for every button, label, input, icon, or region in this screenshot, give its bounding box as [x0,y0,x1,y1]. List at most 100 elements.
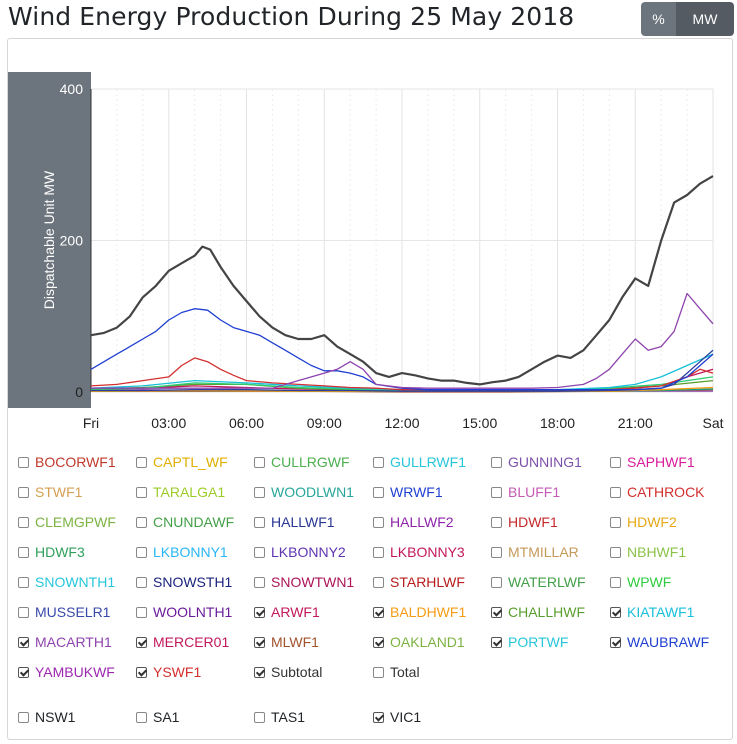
legend-item-saphwf1[interactable]: SAPHWF1 [610,454,695,470]
legend-item-waterlwf[interactable]: WATERLWF [491,574,586,590]
region-sa1[interactable]: SA1 [136,709,179,725]
legend-item-starhlwf[interactable]: STARHLWF [373,574,465,590]
checkbox[interactable] [373,546,384,558]
checkbox[interactable] [491,456,502,468]
legend-item-gunning1[interactable]: GUNNING1 [491,454,582,470]
checkbox[interactable] [136,546,147,558]
checkbox[interactable] [254,576,265,588]
checkbox[interactable] [18,711,29,723]
region-vic1[interactable]: VIC1 [373,709,421,725]
legend-item-macarth1[interactable]: MACARTH1 [18,634,112,650]
checkbox[interactable] [254,456,265,468]
checkbox[interactable] [254,711,265,723]
checkbox[interactable] [610,456,621,468]
legend-item-hdwf3[interactable]: HDWF3 [18,544,85,560]
legend-item-challhwf[interactable]: CHALLHWF [491,604,585,620]
legend-item-portwf[interactable]: PORTWF [491,634,568,650]
legend-item-baldhwf1[interactable]: BALDHWF1 [373,604,466,620]
checkbox[interactable] [136,606,147,618]
legend-item-gullrwf1[interactable]: GULLRWF1 [373,454,466,470]
checkbox[interactable] [136,576,147,588]
checkbox[interactable] [491,546,502,558]
checkbox[interactable] [373,666,384,678]
legend-item-arwf1[interactable]: ARWF1 [254,604,320,620]
checkbox[interactable] [610,546,621,558]
checkbox[interactable] [373,576,384,588]
checkbox[interactable] [491,516,502,528]
legend-item-total[interactable]: Total [373,664,420,680]
checkbox[interactable] [18,636,29,648]
checkbox[interactable] [254,606,265,618]
checkbox[interactable] [373,456,384,468]
legend-item-nbhwf1[interactable]: NBHWF1 [610,544,686,560]
legend-item-bluff1[interactable]: BLUFF1 [491,484,560,500]
legend-item-mtmillar[interactable]: MTMILLAR [491,544,579,560]
legend-item-mlwf1[interactable]: MLWF1 [254,634,319,650]
checkbox[interactable] [254,546,265,558]
checkbox[interactable] [610,606,621,618]
checkbox[interactable] [18,576,29,588]
legend-item-wpwf[interactable]: WPWF [610,574,671,590]
legend-item-lkbonny2[interactable]: LKBONNY2 [254,544,346,560]
legend-item-hdwf2[interactable]: HDWF2 [610,514,677,530]
checkbox[interactable] [254,516,265,528]
checkbox[interactable] [373,711,384,723]
legend-item-lkbonny3[interactable]: LKBONNY3 [373,544,465,560]
legend-item-taralga1[interactable]: TARALGA1 [136,484,225,500]
checkbox[interactable] [491,636,502,648]
checkbox[interactable] [18,606,29,618]
checkbox[interactable] [136,456,147,468]
checkbox[interactable] [373,606,384,618]
region-nsw1[interactable]: NSW1 [18,709,75,725]
legend-item-waubrawf[interactable]: WAUBRAWF [610,634,709,650]
legend-item-captl_wf[interactable]: CAPTL_WF [136,454,228,470]
legend-item-lkbonny1[interactable]: LKBONNY1 [136,544,228,560]
checkbox[interactable] [18,486,29,498]
checkbox[interactable] [491,606,502,618]
checkbox[interactable] [610,516,621,528]
legend-item-yambukwf[interactable]: YAMBUKWF [18,664,115,680]
legend-item-oakland1[interactable]: OAKLAND1 [373,634,465,650]
legend-item-musselr1[interactable]: MUSSELR1 [18,604,110,620]
legend-item-clemgpwf[interactable]: CLEMGPWF [18,514,116,530]
legend-item-mercer01[interactable]: MERCER01 [136,634,229,650]
legend-item-cullrgwf[interactable]: CULLRGWF [254,454,350,470]
checkbox[interactable] [18,546,29,558]
legend-item-kiatawf1[interactable]: KIATAWF1 [610,604,694,620]
legend-item-cnundawf[interactable]: CNUNDAWF [136,514,234,530]
checkbox[interactable] [18,456,29,468]
legend-item-yswf1[interactable]: YSWF1 [136,664,201,680]
checkbox[interactable] [373,636,384,648]
percent-button[interactable]: % [641,2,676,36]
checkbox[interactable] [18,666,29,678]
checkbox[interactable] [491,486,502,498]
checkbox[interactable] [610,576,621,588]
checkbox[interactable] [136,486,147,498]
checkbox[interactable] [610,636,621,648]
legend-item-subtotal[interactable]: Subtotal [254,664,322,680]
legend-item-stwf1[interactable]: STWF1 [18,484,82,500]
checkbox[interactable] [491,576,502,588]
legend-item-hdwf1[interactable]: HDWF1 [491,514,558,530]
region-tas1[interactable]: TAS1 [254,709,305,725]
legend-item-hallwf1[interactable]: HALLWF1 [254,514,335,530]
checkbox[interactable] [373,486,384,498]
legend-item-wrwf1[interactable]: WRWF1 [373,484,443,500]
legend-item-woodlwn1[interactable]: WOODLWN1 [254,484,354,500]
checkbox[interactable] [136,516,147,528]
legend-item-cathrock[interactable]: CATHROCK [610,484,705,500]
mw-button[interactable]: MW [676,2,734,36]
legend-item-snowtwn1[interactable]: SNOWTWN1 [254,574,354,590]
checkbox[interactable] [136,666,147,678]
checkbox[interactable] [136,636,147,648]
checkbox[interactable] [373,516,384,528]
checkbox[interactable] [136,711,147,723]
checkbox[interactable] [254,666,265,678]
legend-item-woolnth1[interactable]: WOOLNTH1 [136,604,232,620]
checkbox[interactable] [610,486,621,498]
legend-item-snowsth1[interactable]: SNOWSTH1 [136,574,232,590]
legend-item-snownth1[interactable]: SNOWNTH1 [18,574,115,590]
checkbox[interactable] [254,636,265,648]
legend-item-hallwf2[interactable]: HALLWF2 [373,514,454,530]
checkbox[interactable] [254,486,265,498]
